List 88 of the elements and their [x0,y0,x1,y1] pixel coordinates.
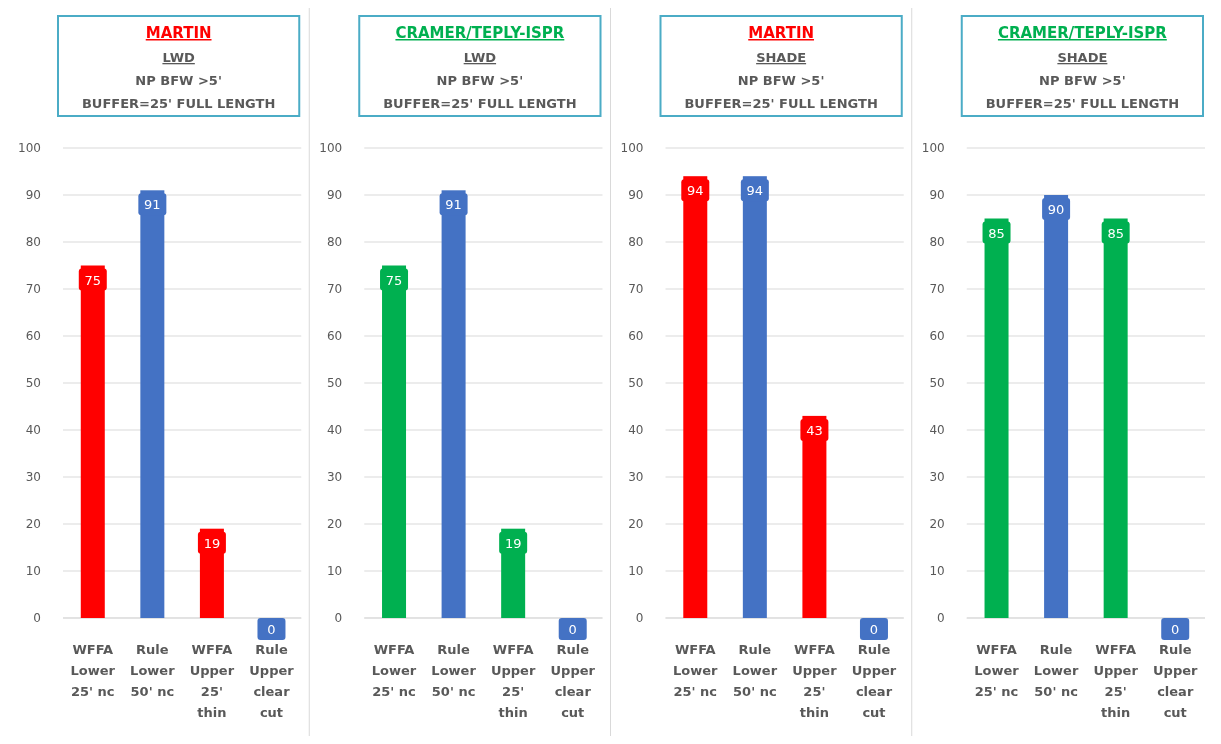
data-label: 91 [144,197,161,213]
x-tick-label: WFFA Upper 25' thin [792,642,838,720]
x-tick-label: WFFA Lower 25' nc [70,642,116,699]
y-tick-label: 50 [628,376,644,390]
y-tick-label: 0 [33,611,41,625]
y-tick-label: 0 [635,611,644,625]
y-tick-label: 70 [25,282,41,296]
y-tick-label: 80 [628,235,644,249]
y-tick-label: 20 [929,517,945,531]
data-label: 19 [203,535,221,551]
chart-title: CRAMER/TEPLY-ISPR [395,24,565,42]
y-tick-label: 100 [319,141,343,155]
y-tick-label: 50 [326,376,343,390]
x-tick-label: WFFA Lower 25' nc [974,642,1020,699]
x-tick-label: Rule Upper clear cut [1153,642,1198,720]
y-tick-label: 60 [326,329,343,343]
data-label: 90 [1047,202,1065,217]
y-tick-label: 20 [628,517,644,531]
chart-subtitle: SHADE NP BFW >5' BUFFER=25' FULL LENGTH [985,50,1180,111]
data-label: 85 [988,225,1005,241]
y-tick-label: 70 [326,282,343,296]
y-tick-label: 40 [25,423,41,437]
y-tick-label: 10 [929,564,945,578]
y-tick-label: 90 [929,188,945,202]
y-tick-label: 30 [326,470,343,484]
x-tick-label: Rule Upper clear cut [249,642,295,720]
y-tick-label: 20 [326,517,343,531]
chart-title: CRAMER/TEPLY-ISPR [997,24,1168,42]
data-label: 91 [445,197,462,213]
y-tick-label: 10 [25,564,41,578]
x-tick-label: Rule Lower 50' nc [130,642,176,699]
data-label: 94 [687,183,704,199]
y-tick-label: 30 [929,470,945,484]
y-tick-label: 30 [25,470,41,484]
data-label: 0 [267,622,276,637]
y-tick-label: 60 [25,329,41,343]
data-label: 75 [385,272,403,288]
data-label: 19 [504,535,522,551]
bar [140,190,165,618]
data-label: 94 [746,183,764,199]
chart-title: MARTIN [748,24,815,42]
chart-title: MARTIN [145,24,212,42]
y-tick-label: 90 [628,188,644,202]
y-tick-label: 10 [326,564,343,578]
y-tick-label: 40 [326,423,343,437]
y-tick-label: 80 [25,235,41,249]
x-tick-label: WFFA Upper 25' thin [490,642,536,720]
y-tick-label: 50 [929,376,945,390]
y-tick-label: 70 [628,282,644,296]
y-tick-label: 20 [25,517,41,531]
y-tick-label: 50 [25,376,41,390]
y-tick-label: 80 [326,235,343,249]
y-tick-label: 40 [628,423,644,437]
x-tick-label: WFFA Upper 25' thin [1093,642,1139,720]
y-tick-label: 100 [921,141,945,155]
x-tick-label: WFFA Lower 25' nc [371,642,417,699]
x-tick-label: WFFA Lower 25' nc [673,642,719,699]
data-label: 0 [568,622,577,637]
chart-subtitle: LWD NP BFW >5' BUFFER=25' FULL LENGTH [383,50,577,111]
y-tick-label: 40 [929,423,945,437]
y-tick-label: 100 [18,141,41,155]
data-label: 0 [1171,622,1180,637]
y-tick-label: 0 [334,611,343,625]
x-tick-label: Rule Lower 50' nc [431,642,477,699]
data-label: 43 [806,422,823,438]
chart-subtitle: LWD NP BFW >5' BUFFER=25' FULL LENGTH [81,50,276,111]
x-tick-label: Rule Upper clear cut [550,642,596,720]
y-tick-label: 90 [326,188,343,202]
data-label: 0 [869,622,879,637]
y-tick-label: 90 [25,188,41,202]
y-tick-label: 30 [628,470,644,484]
data-label: 75 [84,272,102,288]
bar [80,265,105,618]
y-tick-label: 60 [628,329,644,343]
y-tick-label: 10 [628,564,644,578]
x-tick-label: Rule Lower 50' nc [732,642,778,699]
data-label: 85 [1107,225,1124,241]
bar [382,265,407,618]
x-tick-label: WFFA Upper 25' thin [189,642,235,720]
y-tick-label: 70 [929,282,945,296]
y-tick-label: 0 [937,611,945,625]
chart-subtitle: SHADE NP BFW >5' BUFFER=25' FULL LENGTH [684,50,878,111]
y-tick-label: 100 [620,141,644,155]
x-tick-label: Rule Upper clear cut [851,642,897,720]
bar [441,190,466,618]
y-tick-label: 80 [929,235,945,249]
y-tick-label: 60 [929,329,945,343]
x-tick-label: Rule Lower 50' nc [1033,642,1079,699]
